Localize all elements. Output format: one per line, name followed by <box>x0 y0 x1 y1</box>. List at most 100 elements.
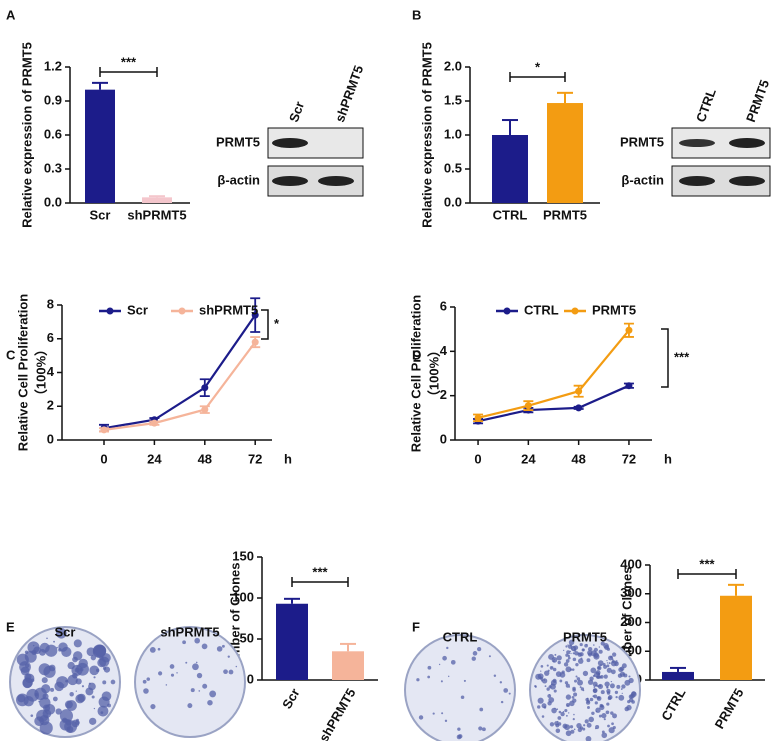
colony <box>59 709 73 723</box>
colony <box>624 706 630 712</box>
colony <box>617 662 619 664</box>
bar <box>332 651 364 680</box>
colony <box>549 722 555 727</box>
line <box>477 329 630 419</box>
colony <box>546 687 550 691</box>
y-tick-label: 0 <box>440 431 447 446</box>
x-tick-label: shPRMT5 <box>127 207 186 222</box>
colony <box>593 686 596 688</box>
colony <box>98 696 110 708</box>
colony <box>557 716 562 720</box>
colony <box>598 714 602 718</box>
colony <box>416 678 420 682</box>
y-tick-label: 200 <box>620 614 642 629</box>
colony <box>565 666 572 673</box>
colony <box>556 655 562 661</box>
marker <box>625 326 633 334</box>
colony <box>165 684 168 686</box>
colony <box>594 727 597 730</box>
colony <box>606 667 612 673</box>
colony <box>620 688 623 690</box>
colony <box>567 644 573 649</box>
colony <box>93 707 96 710</box>
colony <box>102 680 107 685</box>
colony <box>30 714 34 717</box>
colony <box>537 705 541 709</box>
colony <box>596 665 602 671</box>
colony <box>503 688 509 693</box>
colony <box>571 696 575 699</box>
colony <box>575 675 578 678</box>
colony <box>544 670 550 676</box>
colony <box>559 671 566 678</box>
colony <box>50 687 55 692</box>
colony <box>427 675 431 679</box>
colony <box>552 667 557 672</box>
colony <box>572 718 575 721</box>
y-tick-label: 0.6 <box>44 126 62 141</box>
colony <box>601 713 607 719</box>
y-tick-label: 2.0 <box>444 58 462 73</box>
colony <box>447 675 450 678</box>
colony <box>569 725 574 729</box>
plate-label: Scr <box>55 624 76 639</box>
panel-letter: C <box>6 347 16 362</box>
colony <box>221 644 225 648</box>
colony <box>564 681 569 685</box>
colony <box>600 690 605 695</box>
blot-band <box>729 176 765 186</box>
marker <box>474 414 482 422</box>
y-tick-label: 1.5 <box>444 92 462 107</box>
colony <box>612 652 617 657</box>
colony <box>552 660 555 663</box>
colony <box>603 674 608 679</box>
colony <box>548 697 555 703</box>
colony <box>65 679 68 683</box>
y-tick-label: 0.0 <box>44 194 62 209</box>
colony <box>584 719 589 724</box>
colony <box>25 663 30 668</box>
x-tick-label: 24 <box>521 451 536 466</box>
significance-label: *** <box>674 349 690 364</box>
y-tick-label: 300 <box>620 585 642 600</box>
colony <box>481 727 486 732</box>
colony <box>593 644 595 646</box>
bar <box>720 595 752 680</box>
colony <box>564 724 571 731</box>
colony <box>621 663 627 669</box>
colony <box>586 658 591 663</box>
colony <box>555 728 561 734</box>
x-tick-label: 72 <box>248 451 262 466</box>
colony <box>554 707 556 710</box>
y-tick-label: 6 <box>440 298 447 313</box>
x-tick-label: 48 <box>571 451 585 466</box>
colony <box>550 683 553 686</box>
y-tick-label: 150 <box>232 548 254 563</box>
y-tick-label: 2 <box>440 387 447 402</box>
colony <box>478 726 483 731</box>
colony <box>102 666 107 671</box>
legend-label: PRMT5 <box>592 302 636 317</box>
colony <box>618 694 625 701</box>
colony <box>441 712 444 715</box>
blot-row-label: β-actin <box>217 172 260 187</box>
colony <box>550 679 557 686</box>
significance-bracket <box>291 577 349 587</box>
colony <box>158 671 163 676</box>
legend-marker <box>106 307 114 315</box>
colony <box>75 690 77 692</box>
colony <box>64 720 78 734</box>
colony <box>630 691 637 698</box>
colony <box>472 651 478 656</box>
colony <box>596 696 601 700</box>
colony <box>585 735 592 741</box>
colony <box>544 685 547 688</box>
colony <box>586 722 592 728</box>
colony <box>565 659 570 663</box>
colony <box>26 688 40 702</box>
colony <box>606 647 611 651</box>
y-tick-label: 4 <box>440 343 448 358</box>
significance-bracket <box>677 569 737 579</box>
colony <box>605 710 610 715</box>
colony <box>577 652 583 657</box>
